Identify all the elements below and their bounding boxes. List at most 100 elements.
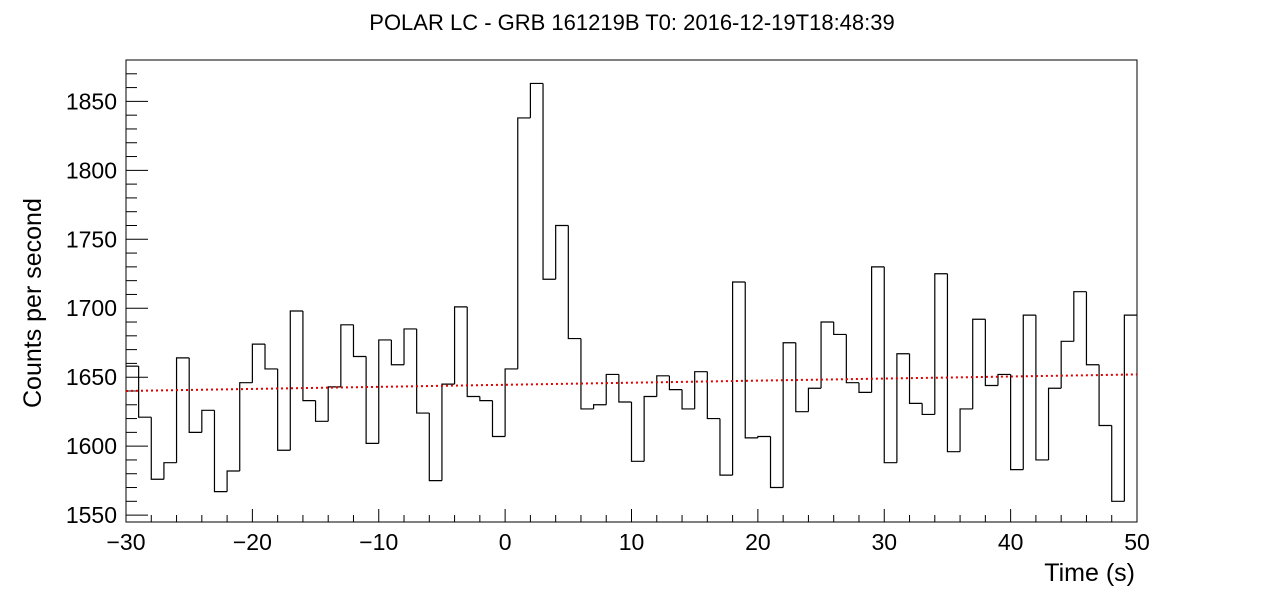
chart-title: POLAR LC - GRB 161219B T0: 2016-12-19T18… (369, 10, 894, 35)
histogram-bin (580, 338, 594, 410)
histogram-bin (466, 306, 480, 398)
histogram-bin (529, 82, 544, 118)
histogram-bin (314, 400, 329, 422)
histogram-bin (1060, 340, 1074, 389)
x-tick-label: −30 (106, 529, 145, 555)
histogram-bin (201, 409, 215, 433)
histogram-bin (491, 400, 506, 438)
histogram-bin (668, 375, 683, 391)
histogram-bin (1123, 314, 1137, 502)
histogram-bin (782, 342, 796, 488)
histogram-bin (959, 408, 973, 452)
y-tick-label: 1650 (66, 364, 117, 390)
histogram-bin (984, 319, 998, 387)
y-tick-label: 1700 (66, 295, 117, 321)
histogram-bin (264, 344, 278, 370)
x-tick-label: 40 (998, 529, 1024, 555)
histogram-bin (934, 273, 948, 415)
histogram-bin (795, 342, 809, 413)
histogram-bin (618, 374, 632, 403)
histogram-bin (428, 413, 442, 482)
x-tick-label: −20 (233, 529, 272, 555)
histogram-bin (163, 462, 177, 480)
x-tick-label: 30 (871, 529, 897, 555)
histogram-bin (972, 318, 986, 409)
histogram-bin (1035, 315, 1049, 461)
histogram-bin (251, 343, 266, 383)
histogram-bin (656, 375, 670, 397)
x-tick-label: 20 (745, 529, 771, 555)
histogram-bin (365, 356, 379, 444)
histogram-series (126, 82, 1137, 502)
histogram-bin (567, 225, 581, 340)
histogram-bin (896, 353, 910, 463)
histogram-bin (175, 357, 190, 463)
histogram-bin (757, 435, 771, 438)
histogram-bin (277, 368, 291, 451)
histogram-bin (592, 404, 607, 409)
histogram-bin (289, 310, 303, 451)
histogram-bin (302, 310, 316, 402)
histogram-bin (453, 306, 468, 385)
histogram-bin (1073, 291, 1087, 342)
histogram-bin (630, 402, 645, 462)
histogram-bin (441, 383, 455, 481)
y-axis-label: Counts per second (19, 198, 47, 408)
histogram-bin (946, 273, 961, 453)
histogram-bin (542, 83, 556, 280)
histogram-bin (1022, 314, 1036, 470)
histogram-bin (378, 339, 392, 444)
y-axis: 1550 1600 1650 1700 1750 1800 1850 (66, 73, 148, 528)
histogram-bin (1111, 425, 1125, 502)
histogram-bin (833, 322, 847, 336)
histogram-bin (858, 382, 872, 393)
histogram-bin (908, 353, 923, 404)
histogram-bin (555, 224, 569, 280)
histogram-bin (883, 266, 897, 464)
background-fit-line (125, 373, 1138, 392)
histogram-bin (921, 403, 935, 416)
histogram-bin (403, 328, 417, 365)
y-tick-label: 1550 (66, 502, 117, 528)
histogram-bin (694, 371, 708, 409)
histogram-bin (807, 387, 822, 412)
histogram-bin (1085, 291, 1100, 366)
x-tick-label: −10 (359, 529, 398, 555)
y-tick-label: 1750 (66, 226, 117, 252)
histogram-bin (820, 321, 834, 389)
histogram-bin (352, 324, 367, 358)
histogram-bin (1047, 387, 1062, 460)
histogram-bin (732, 281, 746, 476)
histogram-bin (744, 282, 758, 439)
histogram-bin (706, 371, 720, 420)
histogram-bin (239, 382, 253, 471)
y-tick-label: 1850 (66, 88, 117, 114)
x-axis: −30 −20 −10 0 10 20 30 40 50 (106, 509, 1150, 555)
histogram-bin (997, 373, 1011, 386)
histogram-bin (769, 436, 784, 489)
histogram-bin (150, 417, 164, 480)
x-tick-label: 0 (499, 529, 512, 555)
histogram-bin (390, 339, 405, 366)
histogram-bin (479, 396, 493, 402)
histogram-bin (643, 395, 657, 462)
x-axis-label: Time (s) (1044, 559, 1135, 587)
histogram-bin (517, 117, 531, 369)
histogram-bin (845, 334, 859, 384)
y-tick-label: 1600 (66, 433, 117, 459)
histogram-bin (681, 389, 695, 410)
x-tick-label: 10 (619, 529, 645, 555)
histogram-bin (719, 418, 733, 476)
histogram-bin (504, 368, 518, 437)
y-tick-label: 1800 (66, 157, 117, 183)
histogram-bin (871, 266, 885, 393)
histogram-bin (138, 366, 152, 418)
histogram-bin (340, 324, 354, 387)
histogram-bin (1098, 364, 1112, 427)
histogram-bin (327, 386, 341, 422)
histogram-bin (1010, 374, 1024, 471)
histogram-bin (188, 357, 202, 433)
histogram-bin (416, 328, 430, 414)
histogram-bin (226, 470, 240, 492)
